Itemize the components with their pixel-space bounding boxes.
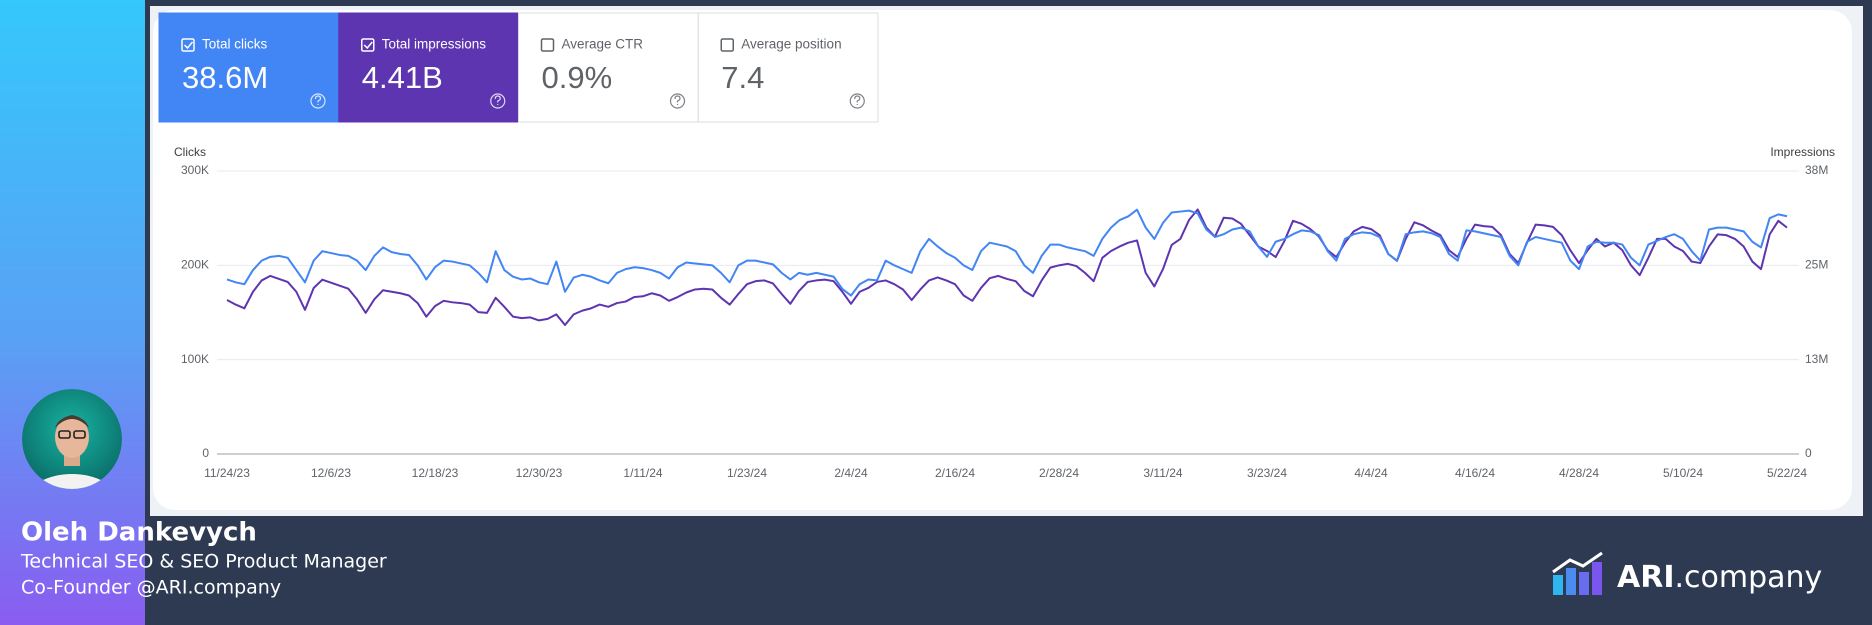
help-icon-mark — [854, 95, 861, 105]
help-icon-mark — [674, 95, 681, 105]
metric-label: Total impressions — [382, 37, 487, 52]
y2-axis-title: Impressions — [1770, 145, 1835, 159]
x-tick-label: 12/30/23 — [516, 466, 563, 480]
checkmark — [183, 41, 194, 50]
y-tick-label: 100K — [181, 352, 209, 366]
help-icon — [490, 93, 506, 109]
side-panel — [0, 0, 145, 625]
x-tick-label: 3/11/24 — [1143, 466, 1182, 480]
help-icon — [310, 93, 326, 109]
x-tick-label: 2/28/24 — [1039, 466, 1079, 480]
chart: Clicks Impressions 0 100K 200K 300K 0 13M 25M 38M… — [174, 145, 1835, 480]
x-tick-label: 11/24/23 — [204, 466, 250, 480]
metric-tile — [338, 12, 519, 123]
y-tick-label: 300K — [181, 163, 209, 177]
y-tick-label: 200K — [181, 258, 209, 272]
profile-name: Oleh Dankevych — [21, 518, 257, 548]
x-tick-label: 5/22/24 — [1767, 466, 1807, 480]
metric-value: 4.41B — [362, 60, 443, 95]
checkbox — [181, 38, 195, 52]
logo-text: ARI.company — [1617, 560, 1822, 595]
x-tick-label: 1/23/24 — [727, 466, 767, 480]
logo-rest: .company — [1674, 560, 1822, 595]
help-icon — [849, 93, 865, 109]
series-line — [226, 208, 1788, 297]
card — [153, 10, 1852, 510]
x-tick-label: 3/23/24 — [1247, 466, 1287, 480]
logo-bold: ARI — [1617, 560, 1674, 595]
logo-icon — [1552, 551, 1603, 595]
metric-label: Average CTR — [562, 37, 644, 52]
help-icon-mark — [314, 95, 322, 105]
y-axis-title: Clicks — [174, 145, 206, 159]
metric-label: Average position — [741, 37, 841, 52]
checkbox — [720, 38, 734, 52]
metric-value: 7.4 — [721, 60, 764, 95]
metric-tile — [697, 12, 879, 123]
x-tick-label: 4/4/24 — [1354, 466, 1388, 480]
y-tick-label: 0 — [202, 446, 209, 460]
x-tick-label: 2/16/24 — [935, 466, 975, 480]
y2-tick-label: 0 — [1805, 446, 1812, 460]
x-tick-label: 5/10/24 — [1663, 466, 1703, 480]
metric-tile — [518, 12, 699, 123]
help-icon-mark — [494, 95, 501, 105]
metric-tiles: Total clicks 38.6M Total impressions 4.41B A… — [158, 12, 879, 123]
x-tick-label: 2/4/24 — [834, 466, 868, 480]
profile-role: Technical SEO & SEO Product Manager — [20, 551, 387, 573]
x-tick-label: 12/6/23 — [311, 466, 351, 480]
x-tick-label: 4/16/24 — [1455, 466, 1495, 480]
y2-tick-label: 13M — [1805, 352, 1828, 366]
x-tick-label: 4/28/24 — [1559, 466, 1599, 480]
y2-tick-label: 25M — [1805, 258, 1828, 272]
metric-value: 0.9% — [542, 60, 613, 95]
x-tick-label: 1/11/24 — [623, 466, 662, 480]
x-tick-label: 12/18/23 — [412, 466, 459, 480]
help-icon — [669, 93, 686, 109]
profile-role: Co-Founder @ARI.company — [21, 577, 281, 599]
metric-label: Total clicks — [202, 37, 268, 52]
y2-tick-label: 38M — [1805, 163, 1828, 177]
checkbox — [540, 38, 555, 52]
checkmark — [363, 41, 373, 50]
metric-value: 38.6M — [182, 60, 268, 95]
checkbox — [361, 38, 375, 52]
